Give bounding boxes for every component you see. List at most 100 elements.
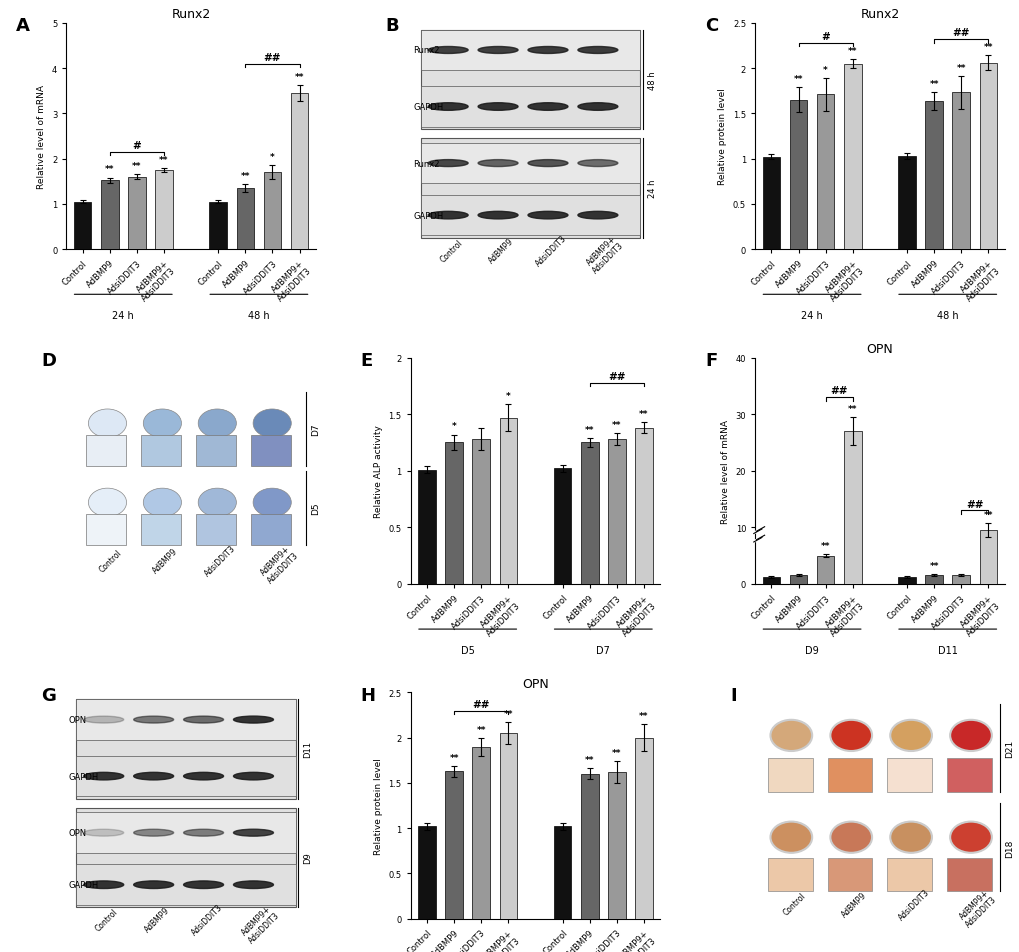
Bar — [499, 418, 517, 585]
Text: D9: D9 — [303, 852, 312, 863]
Text: D9: D9 — [804, 645, 818, 655]
Bar — [767, 858, 812, 892]
Bar — [826, 758, 871, 792]
Text: **: ** — [503, 709, 513, 719]
Text: **: ** — [928, 562, 938, 570]
Text: Control: Control — [781, 891, 807, 917]
Text: I: I — [730, 686, 736, 704]
Text: D11: D11 — [936, 645, 957, 655]
Bar — [635, 738, 652, 919]
Text: AdsiDDIT3: AdsiDDIT3 — [203, 543, 237, 578]
Text: ##: ## — [264, 52, 281, 63]
Text: *: * — [270, 153, 274, 162]
Text: ##: ## — [607, 371, 625, 382]
Text: AdsiDDIT3: AdsiDDIT3 — [190, 902, 224, 937]
Text: ##: ## — [472, 699, 489, 709]
Ellipse shape — [253, 409, 291, 438]
Text: **: ** — [585, 426, 594, 434]
Text: D: D — [42, 351, 56, 369]
Bar — [924, 576, 942, 585]
Text: D21: D21 — [1004, 739, 1013, 757]
Ellipse shape — [84, 881, 123, 888]
Bar — [290, 94, 308, 249]
Text: AdsiDDIT3: AdsiDDIT3 — [896, 886, 930, 921]
Ellipse shape — [829, 822, 871, 853]
Bar — [251, 514, 290, 545]
Text: **: ** — [105, 166, 114, 174]
Text: **: ** — [820, 542, 829, 550]
Text: **: ** — [639, 711, 648, 721]
Ellipse shape — [133, 772, 173, 780]
Text: AdBMP9+
AdsiDDIT3: AdBMP9+ AdsiDDIT3 — [956, 886, 998, 928]
Text: AdBMP9+
AdsiDDIT3: AdBMP9+ AdsiDDIT3 — [239, 902, 281, 944]
Bar — [826, 858, 871, 892]
Bar — [128, 177, 146, 249]
Text: GAPDH: GAPDH — [68, 881, 99, 889]
Text: Control: Control — [98, 547, 123, 573]
Ellipse shape — [89, 409, 126, 438]
Text: **: ** — [449, 753, 459, 762]
Ellipse shape — [183, 829, 223, 836]
Bar — [978, 530, 997, 585]
Ellipse shape — [578, 104, 618, 111]
Ellipse shape — [769, 822, 811, 853]
Text: **: ** — [240, 172, 250, 181]
Text: **: ** — [982, 43, 993, 52]
Ellipse shape — [428, 48, 468, 54]
Ellipse shape — [198, 488, 236, 517]
Bar — [76, 756, 296, 797]
Text: #: # — [820, 31, 829, 42]
Bar — [420, 87, 640, 128]
Ellipse shape — [478, 48, 518, 54]
Bar — [420, 139, 640, 239]
Bar — [762, 158, 780, 249]
Text: 24 h: 24 h — [112, 310, 135, 321]
Ellipse shape — [578, 212, 618, 220]
Bar — [445, 443, 463, 585]
Text: 24 h: 24 h — [647, 180, 656, 198]
Text: ##: ## — [829, 386, 847, 396]
Bar — [155, 170, 172, 249]
Ellipse shape — [233, 716, 273, 724]
Bar — [445, 771, 463, 919]
Ellipse shape — [528, 48, 568, 54]
Text: *: * — [505, 391, 511, 401]
Text: **: ** — [476, 724, 485, 734]
Text: GAPDH: GAPDH — [413, 103, 443, 112]
Bar — [141, 514, 181, 545]
Text: E: E — [361, 351, 373, 369]
Text: **: ** — [847, 47, 857, 56]
Ellipse shape — [478, 212, 518, 220]
Text: F: F — [704, 351, 716, 369]
Bar — [196, 514, 235, 545]
Bar — [76, 700, 296, 740]
Bar — [76, 808, 296, 907]
Ellipse shape — [950, 720, 990, 751]
Bar — [499, 733, 517, 919]
Bar — [236, 188, 254, 249]
Text: Control: Control — [94, 906, 120, 933]
Text: **: ** — [982, 510, 993, 520]
Bar — [581, 443, 598, 585]
Text: 48 h: 48 h — [936, 310, 958, 321]
Ellipse shape — [183, 881, 223, 888]
Bar — [141, 435, 181, 466]
Text: OPN: OPN — [68, 715, 87, 724]
Ellipse shape — [950, 822, 990, 853]
Bar — [816, 556, 834, 585]
Bar — [418, 826, 435, 919]
Ellipse shape — [233, 881, 273, 888]
Text: **: ** — [131, 162, 142, 171]
Text: AdBMP9: AdBMP9 — [151, 546, 179, 574]
Bar — [607, 440, 625, 585]
Text: ##: ## — [965, 499, 982, 509]
Text: D11: D11 — [303, 741, 312, 758]
Bar — [420, 195, 640, 236]
Ellipse shape — [528, 161, 568, 168]
Bar — [789, 101, 807, 249]
Bar — [843, 431, 861, 585]
Text: A: A — [16, 17, 31, 35]
Ellipse shape — [198, 409, 236, 438]
Text: D7: D7 — [311, 423, 320, 436]
Ellipse shape — [890, 720, 931, 751]
